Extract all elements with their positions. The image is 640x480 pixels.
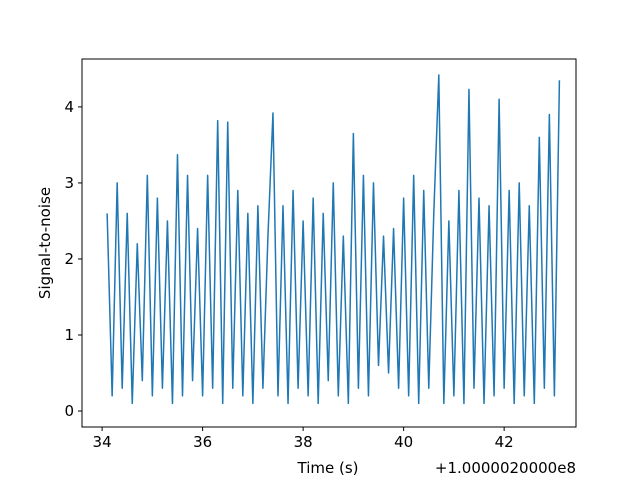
x-tick-label: 34 [93,433,112,451]
line [106,74,561,405]
y-tick-label: 3 [64,174,74,192]
y-tick-label: 0 [64,402,74,420]
y-tick-label: 4 [64,98,74,116]
x-tick-label: 38 [294,433,313,451]
y-tick-label: 1 [64,326,74,344]
x-tick-label: 40 [394,433,413,451]
y-axis-label: Signal-to-noise [36,187,54,299]
x-tick-label: 36 [193,433,212,451]
x-tick-label: 42 [495,433,514,451]
plot-frame [81,58,577,428]
x-axis-label: Time (s) [297,459,359,477]
y-tick-label: 2 [64,250,74,268]
x-offset-label: +1.0000020000e8 [435,459,576,477]
